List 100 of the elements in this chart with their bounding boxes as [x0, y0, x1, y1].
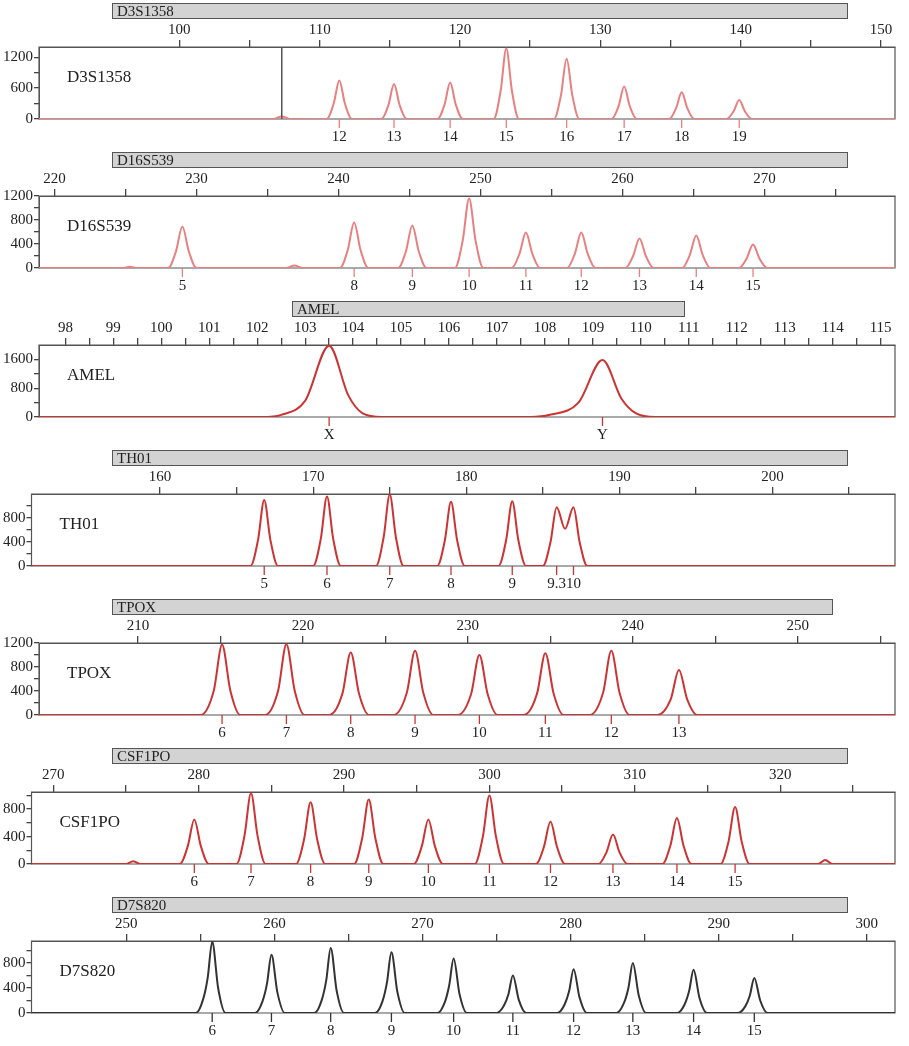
- y-tick-label: 800: [10, 657, 33, 674]
- text: Y: [597, 426, 609, 443]
- text: 18: [674, 128, 690, 145]
- y-tick-label: 400: [3, 532, 26, 549]
- y-tick-label: 0: [25, 109, 33, 126]
- x-tick-label: 112: [725, 318, 748, 335]
- y-tick-label: 1200: [3, 186, 33, 203]
- text: 8: [350, 277, 358, 294]
- x-tick-label: 110: [308, 20, 331, 37]
- x-tick-label: 250: [469, 169, 492, 186]
- text: 13: [386, 128, 402, 145]
- y-tick-label: 1200: [3, 48, 33, 65]
- header-box: AMEL: [292, 301, 685, 317]
- x-tick-label: 260: [263, 914, 286, 931]
- text: D3S1358: [67, 66, 132, 86]
- x-tick-label: 270: [42, 765, 65, 782]
- x-tick-label: 290: [707, 914, 730, 931]
- text: 12: [603, 724, 619, 741]
- x-tick-label: 270: [411, 914, 434, 931]
- text: 11: [482, 873, 497, 890]
- text: 17: [616, 128, 633, 145]
- text: 9: [508, 575, 516, 592]
- x-tick-label: 320: [768, 765, 792, 782]
- x-tick-label: 290: [332, 765, 356, 782]
- text: 5: [178, 277, 187, 294]
- text: 9: [411, 724, 419, 741]
- text: 5: [260, 575, 268, 592]
- x-tick-label: 280: [187, 765, 210, 782]
- header-box: D7S820: [112, 897, 848, 913]
- y-tick-label: 400: [3, 978, 26, 995]
- y-tick-label: 800: [10, 210, 33, 227]
- text: 10: [420, 873, 436, 890]
- x-tick-label: 102: [245, 318, 269, 335]
- text: 8: [447, 575, 455, 592]
- text: CSF1PO: [59, 811, 120, 831]
- text: 12: [331, 128, 347, 145]
- text: 15: [745, 277, 761, 294]
- text: 12: [573, 277, 589, 294]
- text: AMEL: [67, 364, 116, 384]
- text: D16S539: [67, 215, 132, 235]
- text: 15: [746, 1022, 762, 1039]
- text: 14: [442, 128, 459, 145]
- x-tick-label: 108: [533, 318, 557, 335]
- text: 8: [326, 1022, 335, 1039]
- x-tick-label: 280: [559, 914, 582, 931]
- x-tick-label: 106: [437, 318, 461, 335]
- y-tick-label: 800: [3, 953, 26, 970]
- x-tick-label: 115: [869, 318, 892, 335]
- x-tick-label: 101: [197, 318, 221, 335]
- x-tick-label: 99: [105, 318, 121, 335]
- x-tick-label: 260: [611, 169, 634, 186]
- header-box: TPOX: [112, 599, 833, 615]
- x-tick-label: 300: [855, 914, 879, 931]
- y-tick-label: 800: [3, 800, 26, 817]
- x-tick-label: 150: [869, 20, 893, 37]
- x-tick-label: 250: [115, 914, 138, 931]
- text: 6: [218, 724, 227, 741]
- x-tick-label: 210: [126, 616, 150, 633]
- x-tick-label: 270: [753, 169, 776, 186]
- text: TPOX: [67, 662, 112, 682]
- y-tick-label: 400: [10, 234, 33, 251]
- x-tick-label: 200: [761, 467, 784, 484]
- x-tick-label: 105: [389, 318, 413, 335]
- text: 6: [208, 1022, 217, 1039]
- x-tick-label: 220: [43, 169, 66, 186]
- y-tick-label: 0: [25, 407, 33, 424]
- x-tick-label: 230: [456, 616, 480, 633]
- y-tick-label: 0: [18, 1003, 26, 1020]
- text: 6: [190, 873, 199, 890]
- x-tick-label: 100: [150, 318, 173, 335]
- x-tick-label: 107: [485, 318, 509, 335]
- y-tick-label: 0: [18, 854, 26, 871]
- x-tick-label: 160: [148, 467, 172, 484]
- x-tick-label: 220: [291, 616, 315, 633]
- text: 13: [671, 724, 687, 741]
- text: 8: [346, 724, 355, 741]
- y-tick-label: 800: [3, 508, 26, 525]
- text: 8: [306, 873, 315, 890]
- text: D7S820: [59, 960, 116, 980]
- header-box: TH01: [112, 450, 848, 466]
- text: 7: [247, 873, 256, 890]
- text: 14: [688, 277, 705, 294]
- text: 12: [542, 873, 558, 890]
- x-tick-label: 300: [478, 765, 501, 782]
- text: TH01: [59, 513, 100, 533]
- text: 13: [625, 1022, 641, 1039]
- y-tick-label: 400: [3, 827, 26, 844]
- text: 6: [323, 575, 332, 592]
- y-tick-label: 800: [10, 379, 33, 396]
- text: 14: [669, 873, 685, 890]
- text: 9: [365, 873, 373, 890]
- text: 12: [566, 1022, 582, 1039]
- x-tick-label: 310: [623, 765, 647, 782]
- y-tick-label: 0: [25, 705, 33, 722]
- y-tick-label: 600: [10, 79, 33, 96]
- text: 15: [498, 128, 514, 145]
- text: 10: [565, 575, 581, 592]
- x-tick-label: 120: [448, 20, 472, 37]
- text: 10: [461, 277, 477, 294]
- y-tick-label: 0: [25, 258, 33, 275]
